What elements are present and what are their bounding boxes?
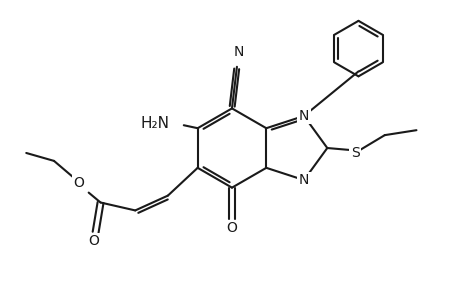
Text: S: S <box>350 146 358 160</box>
Text: N: N <box>298 109 308 123</box>
Text: N: N <box>233 45 244 59</box>
Text: O: O <box>73 176 84 190</box>
Text: H₂N: H₂N <box>140 116 169 131</box>
Text: O: O <box>226 221 237 235</box>
Text: N: N <box>298 173 308 187</box>
Text: O: O <box>88 234 99 248</box>
